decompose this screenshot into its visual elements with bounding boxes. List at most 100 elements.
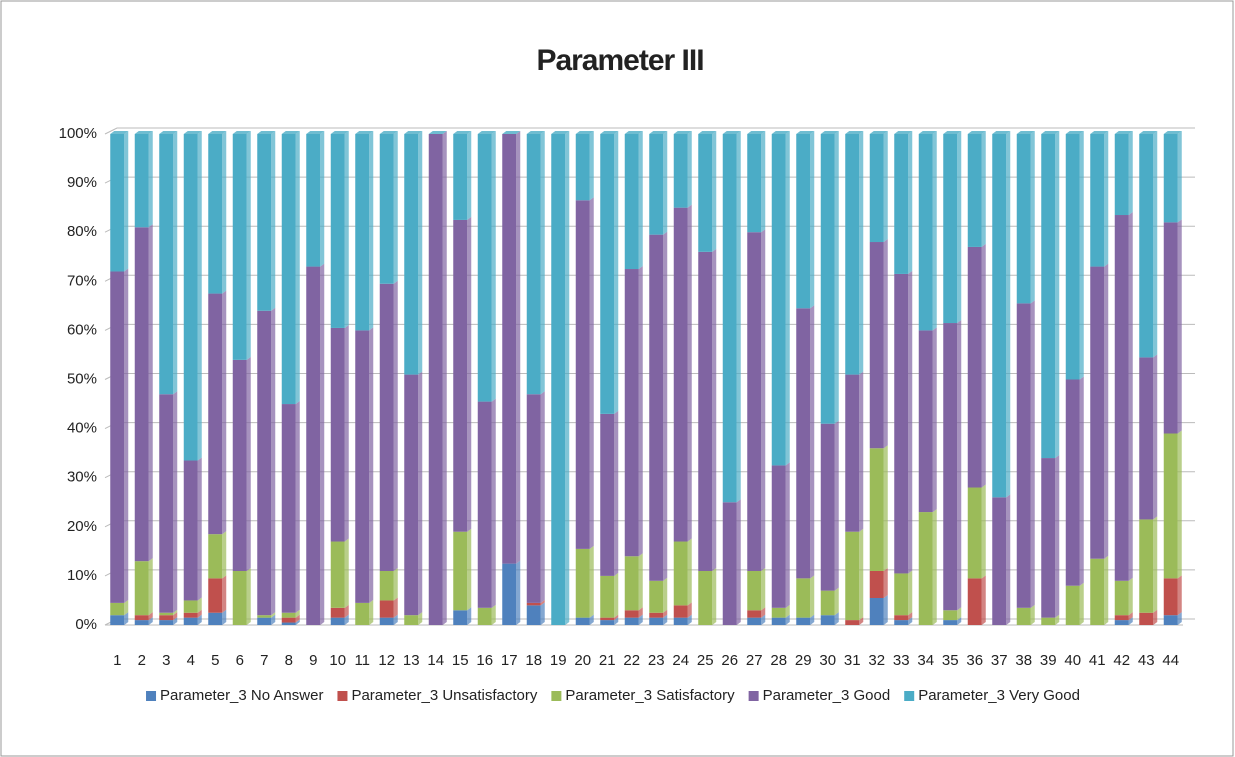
bar-side [393, 567, 398, 601]
bar-segment [600, 620, 615, 625]
bar-side [712, 248, 717, 571]
bar-segment [183, 460, 198, 601]
bar-side [981, 243, 986, 488]
bar-segment [330, 541, 345, 608]
bar-top [1114, 131, 1133, 134]
bar-segment [404, 134, 419, 375]
bar-top [330, 131, 349, 134]
bar-segment [379, 600, 394, 618]
legend-swatch [337, 691, 348, 701]
bar-top [159, 131, 178, 134]
bar-side [614, 617, 619, 625]
bar-segment [1114, 620, 1129, 625]
bar-side [1128, 577, 1133, 616]
bar-side [736, 131, 741, 503]
bar-side [1006, 131, 1011, 498]
bar-segment [330, 134, 345, 328]
bar-segment [1065, 585, 1080, 625]
bar-segment [159, 612, 174, 616]
bar-side [173, 131, 178, 395]
bar-side [442, 131, 447, 625]
bar-top [1163, 131, 1182, 134]
bar-top [992, 131, 1011, 134]
legend-label: Parameter_3 Unsatisfactory [351, 687, 537, 704]
bar-segment [1139, 134, 1154, 358]
legend-label: Parameter_3 Very Good [918, 687, 1080, 704]
bar-segment [1139, 519, 1154, 613]
bar-segment [232, 359, 247, 571]
bar-segment [330, 607, 345, 618]
bar-segment [1016, 607, 1031, 625]
bar-side [981, 131, 986, 247]
bar-side [222, 609, 227, 625]
bar-top [600, 131, 619, 134]
bar-side [197, 614, 202, 625]
bar-side [320, 131, 325, 267]
bar-side [638, 607, 643, 618]
bar-segment [771, 134, 786, 466]
bar-segment [673, 617, 688, 625]
bar-segment [404, 374, 419, 616]
bar-side [614, 131, 619, 414]
bar-side [369, 599, 374, 625]
bar-side [344, 131, 349, 328]
bar-segment [722, 502, 737, 625]
legend-label: Parameter_3 Satisfactory [565, 687, 735, 704]
bar-segment [232, 134, 247, 360]
bar-segment [796, 617, 811, 625]
bar-segment [869, 134, 884, 243]
chart-title: Parameter III [536, 44, 703, 77]
x-tick-label: 36 [966, 652, 983, 669]
bar-side [1177, 430, 1182, 579]
x-tick-label: 21 [599, 652, 616, 669]
bar-side [1153, 609, 1158, 625]
bar-top [183, 131, 202, 134]
bar-segment [379, 283, 394, 571]
bar-side [785, 131, 790, 466]
bar-side [908, 270, 913, 574]
bar-segment [1041, 458, 1056, 618]
legend-swatch [551, 691, 562, 701]
bar-side [687, 204, 692, 542]
bar-segment [208, 578, 223, 613]
bar-segment [159, 394, 174, 613]
bar-top [796, 131, 815, 134]
bar-side [516, 131, 521, 564]
bar-side [393, 280, 398, 571]
bar-side [589, 131, 594, 201]
bar-top [722, 131, 741, 134]
bar-side [1177, 131, 1182, 223]
bar-segment [1114, 215, 1129, 581]
bar-segment [330, 617, 345, 625]
bar-segment [502, 134, 517, 564]
bar-side [295, 609, 300, 618]
x-tick-label: 14 [427, 652, 444, 669]
x-tick-label: 7 [260, 652, 268, 669]
bar-top [1065, 131, 1084, 134]
bar-side [1153, 354, 1158, 520]
bar-side [761, 607, 766, 618]
bar-side [124, 599, 129, 616]
bar-top [355, 131, 374, 134]
bar-side [981, 575, 986, 625]
bar-top [1139, 131, 1158, 134]
bar-segment [281, 612, 296, 618]
bar-segment [110, 602, 125, 616]
bar-side [785, 604, 790, 618]
bar-top [551, 131, 570, 134]
bar-side [638, 553, 643, 611]
bar-segment [869, 570, 884, 598]
bar-side [810, 305, 815, 579]
x-tick-label: 44 [1162, 652, 1179, 669]
bar-segment [355, 602, 370, 625]
bar-side [614, 410, 619, 576]
bar-side [1055, 131, 1060, 459]
bar-segment [796, 134, 811, 309]
bar-side [663, 577, 668, 613]
bar-side [957, 607, 962, 621]
bar-side [540, 599, 545, 606]
bar-segment [600, 413, 615, 576]
bar-side [124, 268, 129, 603]
bar-side [859, 617, 864, 625]
bar-side [638, 131, 643, 270]
